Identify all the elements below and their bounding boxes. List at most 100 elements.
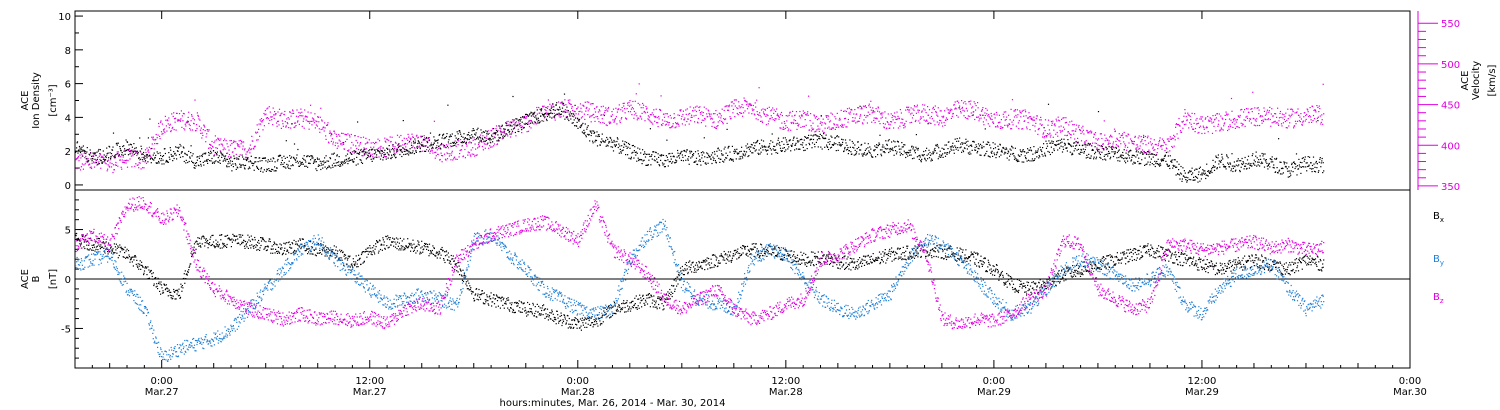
point-velocity (717, 121, 719, 123)
point-velocity (890, 113, 892, 115)
point-velocity (575, 113, 577, 115)
point-velocity (371, 149, 373, 151)
point-density (154, 156, 156, 159)
point-density (575, 117, 577, 119)
point-density (1089, 143, 1091, 145)
point-velocity (955, 108, 957, 110)
point-velocity (782, 128, 784, 130)
point-velocity (868, 105, 870, 107)
point-density (298, 165, 300, 167)
point-velocity (218, 138, 220, 140)
point-density (168, 152, 170, 154)
point-velocity (872, 111, 874, 113)
point-density (1120, 156, 1122, 158)
point-velocity (235, 141, 237, 143)
point-velocity (649, 120, 651, 122)
point-velocity (184, 129, 186, 131)
point-velocity (467, 154, 469, 156)
point-density (459, 131, 461, 133)
point-velocity (846, 126, 848, 128)
point-velocity (143, 167, 145, 169)
point-velocity (946, 118, 949, 120)
point-density (1193, 179, 1195, 181)
point-density (844, 139, 847, 141)
point-velocity (1293, 127, 1295, 129)
point-velocity (914, 106, 916, 108)
point-velocity (823, 131, 825, 134)
point-velocity (734, 116, 736, 118)
point-density (501, 124, 503, 126)
point-velocity (1091, 131, 1093, 133)
point-velocity (1032, 124, 1034, 126)
point-velocity (1027, 117, 1030, 119)
point-density (291, 123, 293, 125)
point-velocity (1046, 135, 1048, 137)
point-velocity (638, 83, 640, 85)
point-density (975, 144, 977, 146)
point-velocity (79, 169, 82, 171)
point-density (460, 133, 462, 135)
point-velocity (299, 115, 301, 117)
point-density (556, 102, 558, 104)
point-velocity (275, 113, 277, 115)
point-velocity (1059, 120, 1061, 122)
point-density (1062, 146, 1064, 148)
point-velocity (500, 133, 502, 135)
point-velocity (188, 123, 190, 125)
point-velocity (947, 109, 949, 111)
point-velocity (238, 144, 240, 146)
point-density (1200, 174, 1202, 176)
point-velocity (745, 104, 748, 106)
point-velocity (166, 119, 168, 121)
point-velocity (1051, 124, 1053, 126)
point-density (992, 155, 994, 157)
point-velocity (138, 162, 140, 164)
point-velocity (102, 156, 104, 158)
point-density (164, 148, 166, 150)
point-density (624, 141, 626, 143)
point-velocity (509, 133, 511, 135)
point-density (526, 114, 528, 116)
point-velocity (515, 121, 517, 123)
point-velocity (560, 102, 562, 104)
point-velocity (931, 118, 933, 120)
point-density (379, 158, 382, 160)
point-density (836, 135, 838, 137)
point-density (214, 151, 216, 154)
point-density (518, 123, 520, 125)
point-density (698, 160, 700, 162)
point-velocity (1287, 108, 1289, 110)
point-density (991, 152, 993, 154)
point-density (490, 142, 492, 144)
point-density (617, 138, 619, 140)
point-velocity (293, 112, 295, 114)
point-velocity (835, 126, 837, 128)
point-density (1108, 150, 1110, 153)
point-velocity (357, 142, 359, 144)
point-velocity (232, 151, 234, 153)
point-velocity (1255, 125, 1257, 127)
point-velocity (176, 112, 178, 114)
point-velocity (1078, 124, 1080, 127)
point-velocity (1322, 83, 1324, 85)
point-density (1012, 147, 1014, 149)
point-velocity (1241, 108, 1243, 111)
point-density (994, 154, 996, 156)
point-velocity (355, 139, 357, 142)
point-velocity (1321, 119, 1323, 121)
point-density (231, 170, 233, 172)
point-density (229, 160, 232, 162)
point-velocity (949, 111, 951, 113)
point-density (1147, 161, 1149, 163)
point-velocity (226, 152, 228, 154)
point-velocity (603, 122, 605, 124)
point-density (81, 146, 83, 148)
point-density (965, 141, 967, 143)
point-density (453, 141, 455, 143)
point-velocity (817, 125, 819, 127)
point-density (221, 154, 223, 156)
point-velocity (918, 109, 920, 111)
point-velocity (597, 111, 599, 113)
point-velocity (1090, 132, 1092, 134)
point-velocity (1292, 109, 1294, 111)
